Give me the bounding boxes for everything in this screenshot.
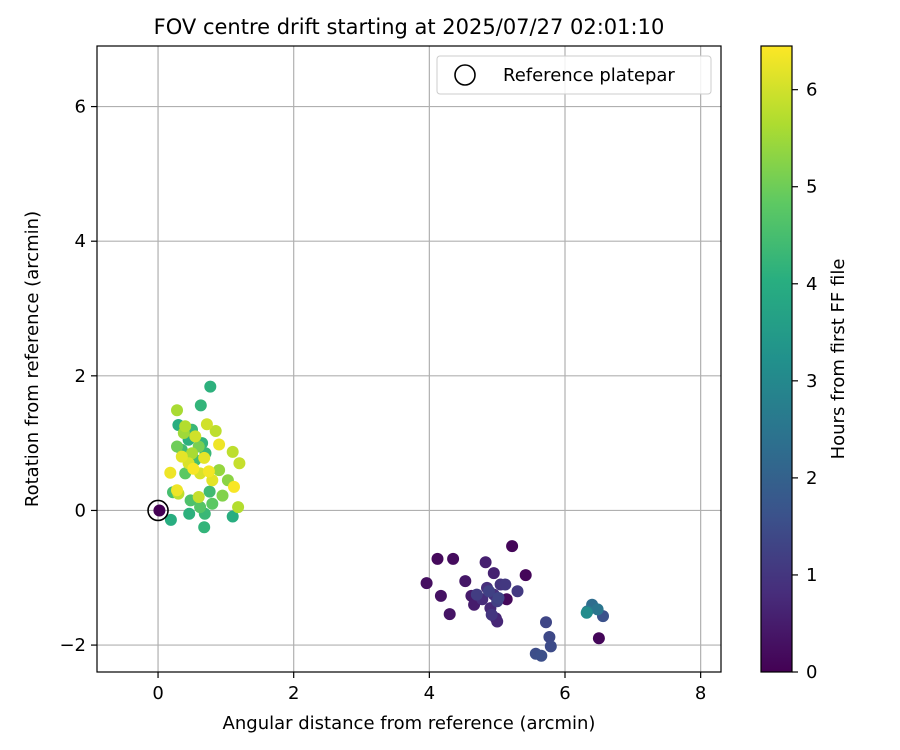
colorbar-tick-label: 3: [806, 371, 817, 392]
x-tick-label: 4: [424, 683, 435, 704]
y-tick-label: 4: [75, 231, 86, 252]
colorbar-tick-label: 2: [806, 468, 817, 489]
data-point: [189, 430, 202, 443]
data-point: [226, 445, 239, 458]
data-point: [186, 447, 198, 460]
data-point: [443, 608, 456, 621]
y-tick-label: 6: [75, 97, 86, 118]
legend-box: [436, 55, 712, 95]
x-tick-label: 6: [559, 683, 570, 704]
data-point: [209, 425, 222, 437]
x-axis-label: Angular distance from reference (arcmin): [223, 713, 596, 734]
data-point: [171, 484, 183, 497]
colorbar-tick-label: 1: [806, 565, 817, 586]
data-point: [511, 585, 524, 598]
data-point: [203, 485, 216, 498]
data-point: [420, 577, 433, 590]
data-point: [216, 489, 229, 502]
data-point: [434, 589, 447, 602]
data-point: [544, 640, 557, 653]
legend-entry-reference-platepar: Reference platepar: [503, 65, 675, 86]
data-point: [487, 567, 500, 580]
data-point: [499, 578, 512, 591]
data-point: [206, 497, 219, 510]
data-point: [175, 450, 188, 463]
colorbar-tick-label: 6: [806, 80, 817, 101]
x-tick-label: 2: [288, 683, 299, 704]
data-point: [540, 616, 552, 629]
data-point: [431, 552, 444, 565]
y-tick-label: −2: [59, 635, 86, 656]
data-point: [228, 480, 240, 493]
data-point: [479, 556, 492, 569]
data-point: [543, 631, 556, 643]
data-points: [153, 380, 609, 662]
data-point: [198, 451, 211, 464]
data-point: [164, 513, 177, 526]
data-point: [492, 592, 505, 604]
data-point: [198, 521, 211, 534]
data-point: [213, 464, 226, 477]
y-tick-label: 2: [75, 366, 86, 387]
data-point: [204, 380, 217, 393]
data-point: [153, 504, 166, 517]
data-point: [592, 632, 605, 645]
data-point: [226, 510, 239, 523]
data-point: [447, 552, 460, 565]
data-point: [459, 575, 472, 588]
data-point: [470, 588, 483, 601]
data-point: [194, 399, 207, 412]
data-point: [580, 606, 593, 619]
x-tick-label: 8: [695, 683, 706, 704]
legend: Reference platepar: [436, 55, 712, 95]
colorbar-label: Hours from first FF file: [828, 259, 849, 460]
colorbar-tick-label: 5: [806, 177, 817, 198]
data-point: [232, 501, 245, 514]
data-point: [183, 507, 196, 520]
data-point: [187, 462, 200, 475]
data-point: [171, 404, 183, 417]
y-tick-label: 0: [75, 500, 86, 521]
plot-frame: [96, 45, 722, 673]
data-point: [200, 418, 213, 431]
data-point: [164, 466, 177, 479]
legend-reference-marker-icon: [454, 64, 476, 86]
axis-ticks: 0 2 4 6 8 −2 0 2 4 6: [59, 97, 706, 704]
data-point: [591, 603, 604, 616]
data-point: [485, 608, 498, 621]
data-point: [171, 440, 183, 453]
data-point: [233, 457, 246, 470]
x-tick-label: 0: [152, 683, 163, 704]
data-point: [179, 420, 192, 433]
colorbar-tick-label: 0: [806, 662, 817, 683]
reference-platepar-marker: [147, 499, 169, 522]
data-point: [194, 501, 207, 514]
data-point: [506, 540, 519, 553]
colorbar-ticks: 0 1 2 3 4 5 6: [792, 80, 817, 683]
data-point: [213, 438, 226, 451]
data-point: [519, 569, 532, 582]
data-point: [202, 465, 215, 478]
reference-marker-group: [147, 499, 169, 522]
colorbar: 0 1 2 3 4 5 6 Hours from first FF file: [760, 45, 849, 683]
chart-title: FOV centre drift starting at 2025/07/27 …: [154, 15, 665, 39]
colorbar-gradient: [760, 45, 793, 673]
grid-lines: [97, 46, 721, 672]
data-point: [483, 585, 495, 598]
y-axis-label: Rotation from reference (arcmin): [22, 211, 43, 507]
data-point: [535, 649, 548, 662]
data-point: [192, 491, 205, 503]
colorbar-tick-label: 4: [806, 274, 817, 295]
